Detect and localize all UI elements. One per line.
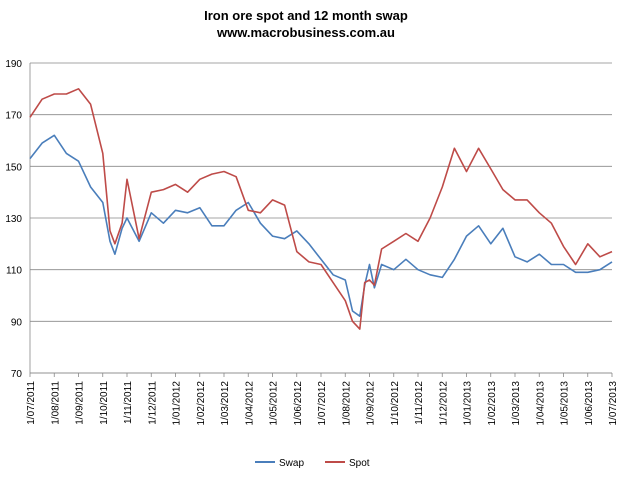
y-axis-ticks: 70 90 110 130 150 170 190 [5, 59, 22, 380]
x-tick-label: 1/08/2011 [50, 381, 61, 425]
x-tick-label: 1/05/2013 [560, 381, 571, 426]
chart-title: Iron ore spot and 12 month swap [204, 8, 408, 23]
x-tick-label: 1/07/2013 [608, 381, 617, 426]
x-tick-label: 1/03/2013 [511, 381, 522, 426]
x-tick-label: 1/12/2012 [438, 381, 449, 426]
x-tick-label: 1/03/2012 [220, 381, 231, 426]
series-lines [29, 88, 613, 330]
x-tick-label: 1/06/2013 [584, 381, 595, 426]
chart-subtitle: www.macrobusiness.com.au [216, 25, 395, 40]
legend-label-spot: Spot [349, 458, 370, 469]
x-tick-label: 1/08/2012 [341, 381, 352, 426]
x-tick-label: 1/04/2012 [244, 381, 255, 426]
y-tick-label: 70 [11, 369, 23, 380]
series-line-swap [29, 134, 613, 318]
x-tick-label: 1/11/2012 [414, 381, 425, 425]
x-tick-label: 1/10/2012 [390, 381, 401, 426]
y-tick-label: 190 [5, 59, 22, 70]
x-tick-label: 1/07/2011 [26, 381, 37, 425]
y-tick-label: 130 [5, 214, 22, 225]
y-tick-label: 90 [11, 317, 23, 328]
x-tick-label: 1/09/2011 [75, 381, 86, 425]
x-tick-label: 1/09/2012 [366, 381, 377, 426]
x-tick-label: 1/05/2012 [269, 381, 280, 426]
x-tick-label: 1/02/2012 [196, 381, 207, 426]
x-axis: 1/07/2011 1/08/2011 1/09/2011 1/10/2011 1/11… [26, 63, 617, 426]
x-tick-label: 1/10/2011 [99, 381, 110, 425]
y-tick-label: 110 [6, 266, 22, 277]
y-tick-label: 150 [5, 162, 22, 173]
x-tick-label: 1/01/2012 [172, 381, 183, 426]
x-tick-label: 1/11/2011 [123, 381, 134, 424]
series-line-spot [29, 88, 613, 330]
gridlines [30, 62, 612, 374]
y-tick-label: 170 [5, 111, 22, 122]
x-tick-label: 1/01/2013 [463, 381, 474, 426]
x-tick-label: 1/12/2011 [147, 381, 158, 425]
legend: Swap Spot [255, 458, 370, 469]
legend-label-swap: Swap [279, 458, 304, 469]
x-tick-label: 1/04/2013 [535, 381, 546, 426]
x-tick-label: 1/07/2012 [317, 381, 328, 426]
x-tick-label: 1/02/2013 [487, 381, 498, 426]
x-tick-label: 1/06/2012 [293, 381, 304, 426]
